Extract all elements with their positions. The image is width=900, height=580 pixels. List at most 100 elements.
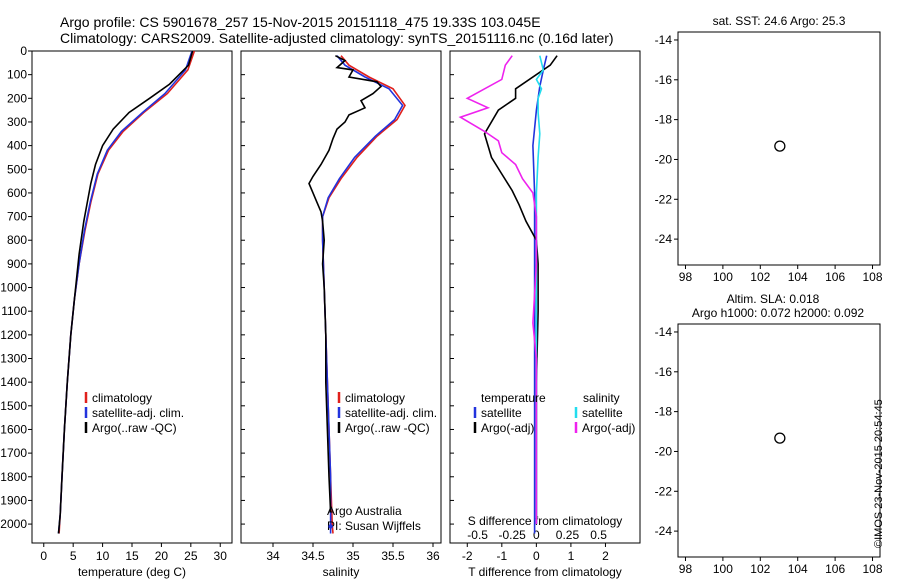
- data-point: [328, 524, 333, 529]
- depth-tick-label: 200: [7, 91, 27, 105]
- depth-tick-label: 900: [7, 257, 27, 271]
- depth-tick-label: 1600: [0, 422, 27, 436]
- map-x-tick-label: 108: [863, 562, 883, 576]
- map-y-tick-label: -22: [655, 484, 673, 498]
- legend-entry-3: satellite: [582, 406, 623, 420]
- x-tick-label: -1: [496, 549, 507, 563]
- series-line-2: [483, 55, 558, 525]
- depth-tick-label: 1100: [1, 304, 27, 318]
- legend-entry-1: satellite: [481, 406, 522, 420]
- map-y-tick-label: -14: [655, 325, 673, 339]
- depth-tick-label: 0: [20, 44, 27, 58]
- map-y-tick-label: -20: [655, 152, 673, 166]
- legend-entry-2: satellite-adj. clim.: [92, 406, 184, 420]
- map-y-tick-label: -24: [655, 232, 673, 246]
- depth-tick-label: 300: [7, 115, 27, 129]
- x-axis-label: temperature (deg C): [78, 565, 186, 579]
- x-tick-label: 10: [96, 549, 110, 563]
- map-x-tick-label: 98: [679, 270, 693, 284]
- x-tick-label: 20: [155, 549, 169, 563]
- depth-tick-label: 500: [7, 162, 27, 176]
- x-tick-label: 0: [533, 549, 540, 563]
- map-frame-1: [677, 31, 881, 266]
- map-x-tick-label: 100: [713, 270, 733, 284]
- depth-tick-label: 1700: [0, 446, 27, 460]
- x2-tick-label: -0.5: [467, 528, 488, 542]
- x2-tick-label: 0.5: [590, 528, 607, 542]
- x-tick-label: 2: [602, 549, 609, 563]
- map-x-tick-label: 104: [788, 562, 808, 576]
- x-tick-label: 25: [184, 549, 198, 563]
- depth-tick-label: 400: [7, 139, 27, 153]
- annotation-line: Argo Australia: [327, 504, 402, 518]
- x-axis-label: T difference from climatology: [468, 565, 622, 579]
- map-x-tick-label: 102: [750, 562, 770, 576]
- map-title: sat. SST: 24.6 Argo: 25.3: [713, 14, 846, 28]
- argo-position-marker: [774, 432, 786, 444]
- x-tick-label: -2: [462, 549, 473, 563]
- x-tick-label: 1: [568, 549, 575, 563]
- map-y-tick-label: -18: [655, 405, 673, 419]
- depth-tick-label: 1200: [0, 328, 27, 342]
- depth-tick-label: 600: [7, 186, 27, 200]
- plot-frame-3: [449, 50, 641, 544]
- map-y-tick-label: -14: [655, 33, 673, 47]
- map-x-tick-label: 106: [825, 562, 845, 576]
- series-line-2: [321, 55, 404, 534]
- map-y-tick-label: -18: [655, 113, 673, 127]
- map-x-tick-label: 108: [863, 270, 883, 284]
- legend-entry-3: Argo(..raw -QC): [92, 421, 177, 435]
- map-x-tick-label: 102: [750, 270, 770, 284]
- map-x-tick-label: 104: [788, 270, 808, 284]
- legend-entry-2: Argo(-adj): [481, 421, 534, 435]
- map-y-tick-label: -22: [655, 192, 673, 206]
- series-line-4: [458, 55, 538, 525]
- legend-entry-4: Argo(-adj): [582, 421, 635, 435]
- x-tick-label: 30: [214, 549, 228, 563]
- series-line-3: [308, 54, 383, 513]
- x-tick-label: 0: [40, 549, 47, 563]
- depth-tick-label: 100: [7, 68, 27, 82]
- x-tick-label: 36: [426, 549, 440, 563]
- depth-tick-label: 700: [7, 210, 27, 224]
- map-y-tick-label: -24: [655, 524, 673, 538]
- map-x-tick-label: 98: [679, 562, 693, 576]
- argo-position-marker: [774, 140, 786, 152]
- x-tick-label: 34.5: [301, 549, 325, 563]
- chart-title-line1: Argo profile: CS 5901678_257 15-Nov-2015…: [60, 14, 541, 30]
- series-line-1: [321, 55, 406, 534]
- plot-frame-2: [240, 50, 442, 544]
- legend-title: salinity: [583, 391, 620, 405]
- x2-tick-label: 0: [533, 528, 540, 542]
- map-frame-2: [677, 323, 881, 558]
- legend-entry-1: climatology: [345, 391, 405, 405]
- depth-tick-label: 1900: [0, 493, 27, 507]
- chart-title-line2: Climatology: CARS2009. Satellite-adjuste…: [60, 30, 614, 46]
- x-axis-label: salinity: [323, 565, 360, 579]
- legend-entry-2: satellite-adj. clim.: [345, 406, 437, 420]
- x2-tick-label: 0.25: [556, 528, 580, 542]
- map-y-tick-label: -16: [655, 73, 673, 87]
- map-subtitle: Argo h1000: 0.072 h2000: 0.092: [692, 306, 864, 320]
- depth-tick-label: 800: [7, 233, 27, 247]
- series-line-1: [532, 55, 548, 534]
- depth-tick-label: 1400: [0, 375, 27, 389]
- annotation-line: PI: Susan Wijffels: [327, 519, 421, 533]
- map-y-tick-label: -20: [655, 444, 673, 458]
- depth-tick-label: 1500: [0, 399, 27, 413]
- x-tick-label: 15: [125, 549, 139, 563]
- series-line-2: [57, 50, 193, 534]
- x-tick-label: 35: [346, 549, 360, 563]
- x2-tick-label: -0.25: [499, 528, 527, 542]
- map-x-tick-label: 100: [713, 562, 733, 576]
- x-tick-label: 35.5: [381, 549, 405, 563]
- depth-tick-label: 2000: [0, 517, 27, 531]
- legend-entry-1: climatology: [92, 391, 152, 405]
- depth-tick-label: 1800: [0, 470, 27, 484]
- map-x-tick-label: 106: [825, 270, 845, 284]
- depth-tick-label: 1000: [0, 281, 27, 295]
- depth-tick-label: 1300: [0, 352, 27, 366]
- legend-entry-3: Argo(..raw -QC): [345, 421, 430, 435]
- map-title: Altim. SLA: 0.018: [727, 292, 820, 306]
